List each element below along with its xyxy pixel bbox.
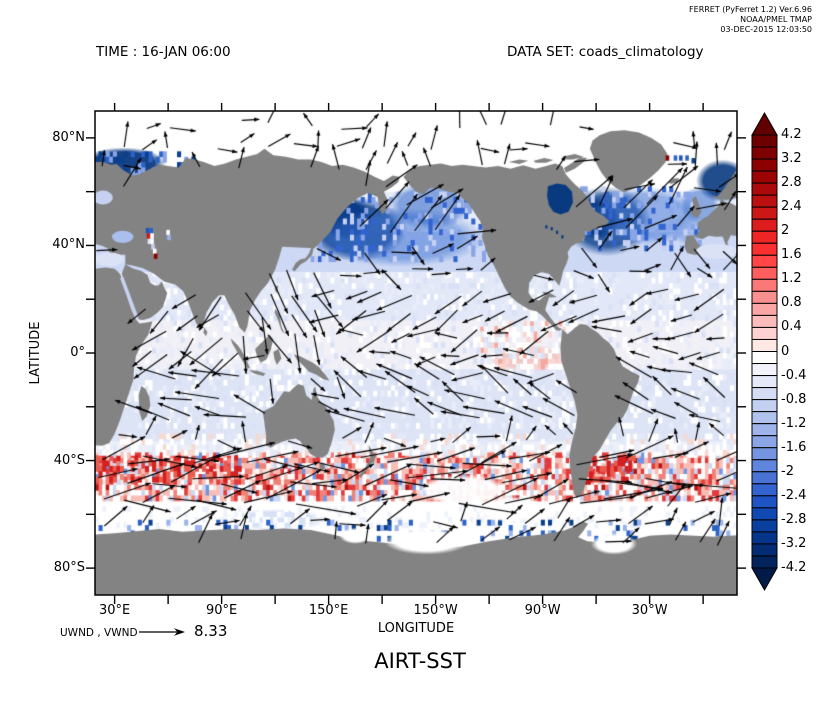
colorbar-cell — [751, 399, 778, 413]
vector-key-value: 8.33 — [194, 622, 228, 640]
provenance-line3: 03-DEC-2015 12:03:50 — [720, 25, 812, 34]
colorbar-cell — [751, 495, 778, 509]
colorbar-tick-label: 2.4 — [781, 199, 802, 215]
colorbar-cell — [751, 555, 778, 569]
colorbar-cell — [751, 483, 778, 497]
colorbar-cell — [751, 134, 778, 148]
time-label: TIME : 16-JAN 06:00 — [96, 44, 231, 60]
y-tick-label: 40°N — [52, 237, 85, 253]
colorbar-tick-label: 0.4 — [781, 319, 802, 335]
colorbar-tick-label: -3.2 — [781, 535, 807, 551]
colorbar-cell — [751, 326, 778, 340]
colorbar-cell — [751, 218, 778, 232]
colorbar-tick-label: -0.4 — [781, 367, 807, 383]
colorbar-tick-label: 1.2 — [781, 271, 802, 287]
colorbar-cell — [751, 363, 778, 377]
colorbar-tick-label: -0.8 — [781, 391, 807, 407]
colorbar-cell — [751, 447, 778, 461]
y-tick-label: 80°N — [52, 129, 85, 145]
colorbar-tick-label: 3.2 — [781, 151, 802, 167]
colorbar-cell — [751, 146, 778, 160]
colorbar-cell — [751, 278, 778, 292]
colorbar-tick-label: -2 — [781, 463, 794, 479]
x-tick-label: 150°E — [308, 603, 349, 618]
colorbar-cell — [751, 423, 778, 437]
x-axis-title: LONGITUDE — [377, 621, 455, 636]
x-tick-label: 30°W — [631, 603, 668, 618]
colorbar-cell — [751, 206, 778, 220]
colorbar-cell — [751, 435, 778, 449]
colorbar-cell — [751, 242, 778, 256]
colorbar-triangle-top — [751, 111, 778, 136]
colorbar-cell — [751, 471, 778, 485]
y-tick-label: 40°S — [53, 452, 85, 468]
colorbar-cell — [751, 194, 778, 208]
colorbar-tick-label: 2 — [781, 223, 790, 239]
vector-key: UWND , VWND 8.33 — [60, 620, 320, 642]
colorbar-cell — [751, 375, 778, 389]
colorbar-tick-label: 2.8 — [781, 175, 802, 191]
provenance-line2: NOAA/PMEL TMAP — [740, 15, 812, 24]
colorbar-cell — [751, 302, 778, 316]
x-tick-label: 90°W — [524, 603, 561, 618]
colorbar-cell — [751, 519, 778, 533]
map-canvas — [95, 111, 737, 595]
colorbar-cell — [751, 266, 778, 280]
x-tick-label: 150°W — [413, 603, 458, 618]
colorbar-tick-label: 1.6 — [781, 247, 802, 263]
colorbar-cell — [751, 254, 778, 268]
colorbar-cell — [751, 459, 778, 473]
provenance-line1: FERRET (PyFerret 1.2) Ver.6.96 — [689, 5, 812, 14]
colorbar-tick-label: 4.2 — [781, 127, 802, 142]
y-tick-label: 80°S — [53, 560, 85, 576]
colorbar-cell — [751, 507, 778, 521]
vector-key-label: UWND , VWND — [60, 627, 138, 639]
colorbar-cell — [751, 531, 778, 545]
colorbar-cell — [751, 290, 778, 304]
colorbar-cell — [751, 314, 778, 328]
colorbar-tick-label: -4.2 — [781, 560, 807, 575]
colorbar-triangle-bottom — [751, 567, 778, 592]
dataset-label: DATA SET: coads_climatology — [507, 44, 704, 60]
x-tick-label: 30°E — [98, 603, 131, 618]
colorbar-tick-label: -1.2 — [781, 415, 807, 431]
colorbar-cell — [751, 230, 778, 244]
y-tick-label: 0° — [70, 345, 85, 360]
colorbar-cell — [751, 158, 778, 172]
colorbar-cell — [751, 338, 778, 353]
colorbar-tick-label: -2.4 — [781, 487, 807, 503]
colorbar-cell — [751, 411, 778, 425]
colorbar-cell — [751, 182, 778, 196]
colorbar-tick-label: -2.8 — [781, 511, 807, 527]
x-tick-label: 90°E — [205, 603, 238, 618]
colorbar-cell — [751, 543, 778, 557]
colorbar-cell — [751, 351, 778, 365]
provenance-block: FERRET (PyFerret 1.2) Ver.6.96 NOAA/PMEL… — [689, 5, 812, 35]
colorbar-cell — [751, 387, 778, 401]
colorbar-tick-label: -1.6 — [781, 439, 807, 455]
plot-title: AIRT-SST — [374, 649, 466, 673]
colorbar-tick-label: 0 — [781, 343, 790, 359]
vector-key-arrow-icon — [139, 628, 185, 636]
colorbar-tick-label: 0.8 — [781, 295, 802, 311]
colorbar-cell — [751, 170, 778, 184]
